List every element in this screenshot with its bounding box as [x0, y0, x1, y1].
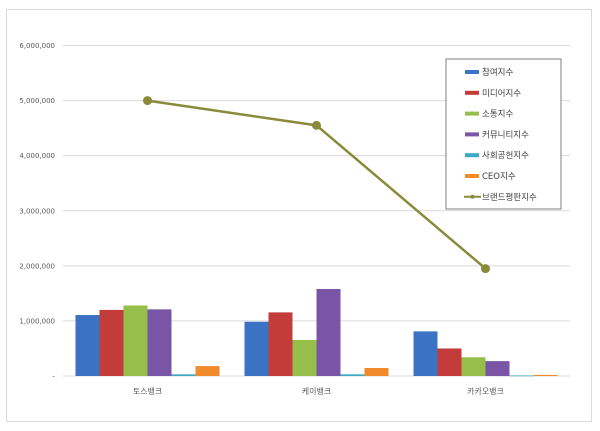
legend-swatch [465, 90, 479, 95]
legend-label: 참여지수 [482, 67, 513, 78]
bar-series [75, 288, 558, 377]
legend-swatch [465, 70, 479, 74]
bar [195, 366, 220, 376]
bar [413, 331, 438, 376]
line-marker [481, 264, 490, 274]
legend-swatch [465, 132, 479, 137]
bar [268, 312, 293, 376]
y-tick-label: 4,000,000 [19, 152, 55, 160]
y-tick-label: 3,000,000 [19, 207, 55, 215]
bar [485, 361, 510, 376]
legend-label: CEO지수 [482, 172, 516, 182]
bar [316, 288, 341, 376]
bar [75, 315, 100, 376]
bar [509, 375, 534, 377]
x-tick-label: 카카오뱅크 [467, 386, 504, 396]
legend-swatch [465, 111, 479, 116]
y-tick-label: - [52, 373, 55, 381]
legend-swatch [465, 174, 479, 178]
legend-label: 브랜드평판지수 [482, 192, 537, 203]
y-tick-label: 6,000,000 [19, 42, 55, 50]
bar [147, 309, 172, 376]
y-tick-label: 5,000,000 [19, 97, 55, 105]
bar [123, 305, 148, 376]
legend-label: 커뮤니티지수 [482, 129, 529, 140]
bar [437, 348, 462, 376]
bar [364, 368, 389, 376]
bar [244, 321, 269, 376]
line-marker [312, 120, 321, 130]
bar [171, 374, 196, 376]
bar [461, 357, 486, 376]
line-marker [143, 96, 152, 106]
bar [292, 340, 317, 376]
y-tick-label: 2,000,000 [19, 262, 55, 270]
legend-label: 사회공헌지수 [482, 151, 529, 161]
x-tick-label: 케이뱅크 [302, 386, 331, 396]
bar [99, 309, 124, 376]
legend-swatch [465, 153, 479, 158]
legend-label: 미디어지수 [482, 88, 521, 99]
y-tick-label: 1,000,000 [19, 317, 55, 325]
bar [340, 374, 365, 376]
legend-label: 소통지수 [482, 110, 513, 120]
x-tick-label: 토스뱅크 [133, 386, 162, 396]
bar [533, 374, 558, 376]
